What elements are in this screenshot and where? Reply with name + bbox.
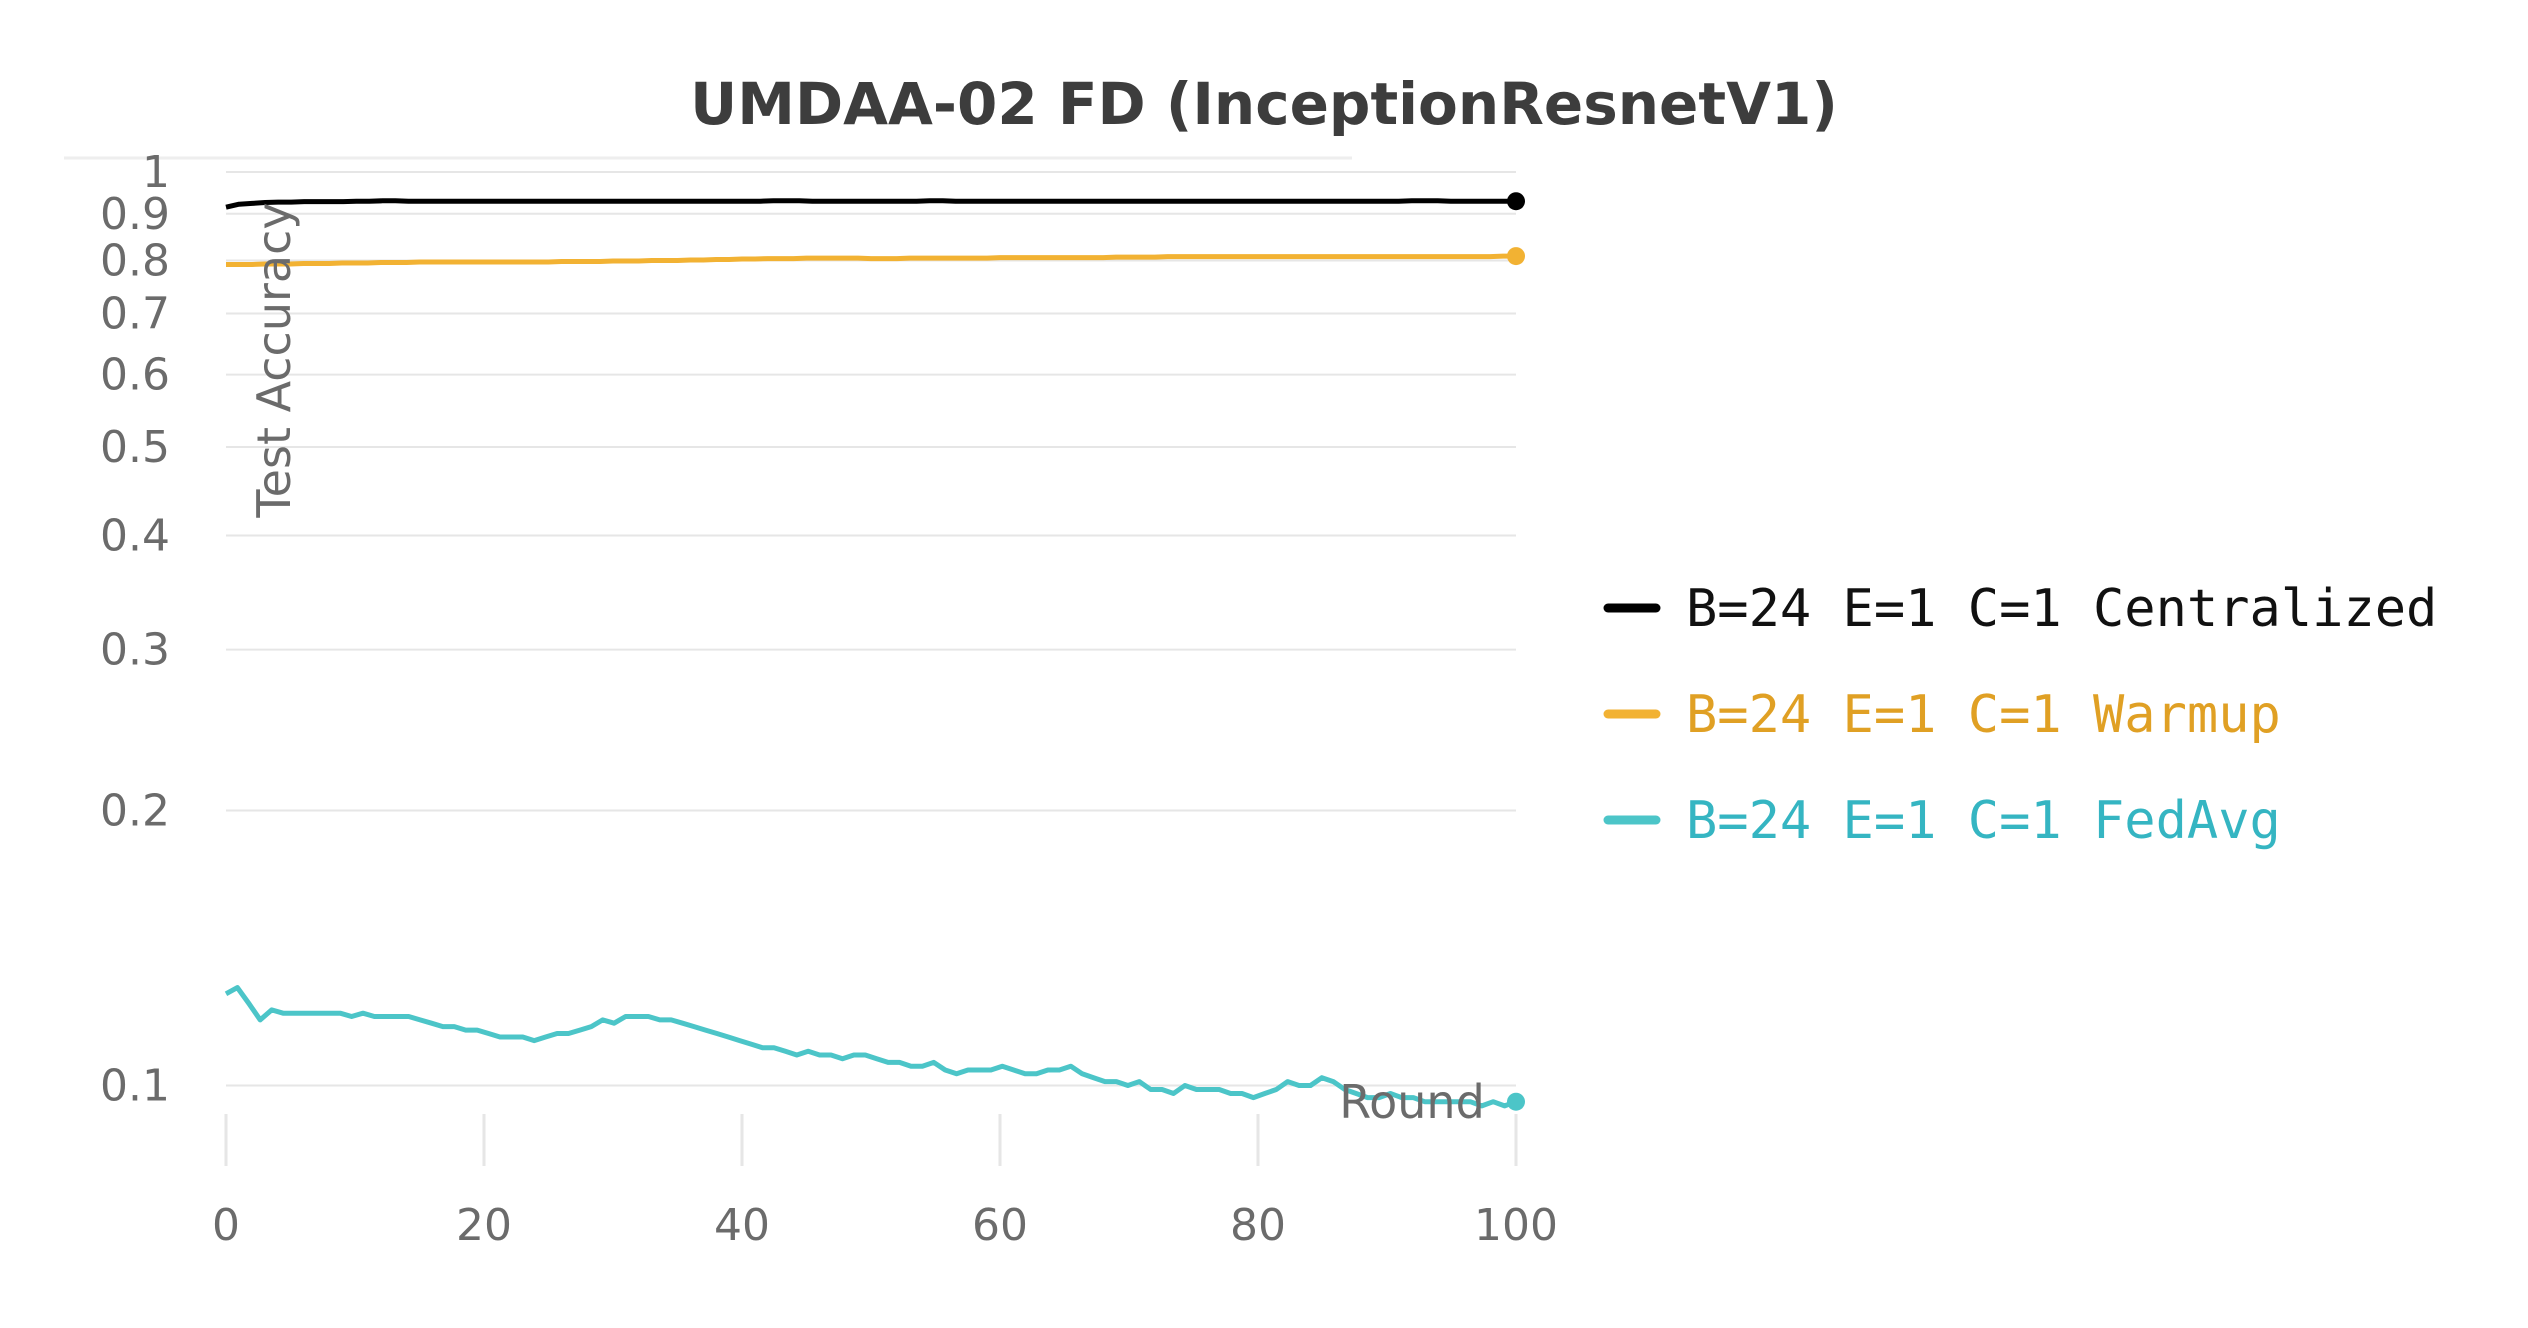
- y-tick-label: 0.6: [100, 350, 170, 401]
- y-tick-label: 0.1: [100, 1061, 170, 1112]
- legend-label: B=24 E=1 C=1 Centralized: [1686, 579, 2437, 639]
- x-tick-label: 80: [1230, 1200, 1286, 1251]
- legend: B=24 E=1 C=1 Centralized B=24 E=1 C=1 War…: [1603, 579, 2437, 851]
- x-axis-label: Round: [1339, 1075, 1485, 1129]
- x-tick-label: 0: [212, 1200, 240, 1251]
- series-endpoint-1: [1507, 247, 1525, 266]
- x-tick-label: 100: [1474, 1200, 1558, 1251]
- y-tick-label: 0.7: [100, 289, 170, 340]
- y-tick-label: 0.4: [100, 511, 170, 562]
- legend-label: B=24 E=1 C=1 Warmup: [1686, 685, 2281, 745]
- y-axis-ticks: 10.90.80.7 0.6 0.5 0.4 0.3 0.2 0.1: [100, 147, 170, 1112]
- y-tick-label: 1: [142, 147, 170, 198]
- y-tick-label: 0.5: [100, 422, 170, 473]
- y-tick-label: 0.9: [100, 189, 170, 240]
- x-tick-label: 40: [714, 1200, 770, 1251]
- chart-title: UMDAA-02 FD (InceptionResnetV1): [690, 70, 1838, 138]
- y-axis-label: Test Accuracy: [247, 202, 301, 518]
- series-line-2: [224, 985, 1517, 1109]
- series-endpoint-2: [1507, 1092, 1525, 1111]
- x-tick-label: 60: [972, 1200, 1028, 1251]
- series-endpoint-0: [1507, 192, 1525, 211]
- y-tick-label: 0.2: [100, 786, 170, 837]
- legend-label: B=24 E=1 C=1 FedAvg: [1686, 791, 2281, 851]
- y-tick-label: 0.3: [100, 625, 170, 676]
- series-lines: [224, 192, 1525, 1111]
- series-line-0: [225, 198, 1516, 210]
- series-line-1: [226, 253, 1516, 267]
- y-tick-label: 0.8: [100, 236, 170, 287]
- x-tick-label: 20: [456, 1200, 512, 1251]
- x-axis-ticks: 0 20 40 60 80 100: [212, 1200, 1558, 1251]
